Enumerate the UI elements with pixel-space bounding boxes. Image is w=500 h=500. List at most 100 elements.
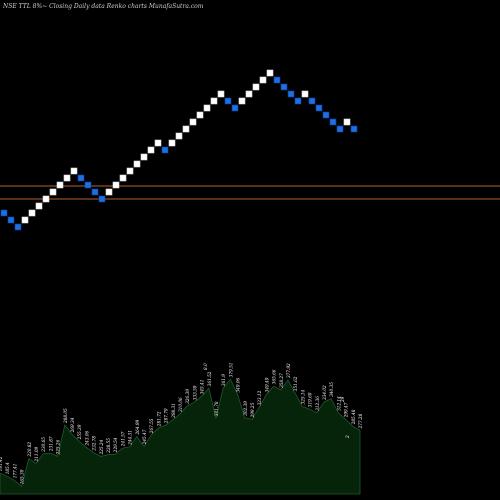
volume-label: 245.47 [142, 429, 147, 445]
volume-label: 361.9 [221, 374, 226, 386]
brick-up [70, 167, 78, 175]
volume-label: 244.31 [128, 430, 133, 446]
volume-label: 255.39 [77, 424, 82, 440]
volume-label: 264.99 [135, 420, 140, 436]
brick-down [224, 97, 232, 105]
brick-up [266, 69, 274, 77]
volume-label: 230.65 [41, 437, 46, 453]
renko-bricks [0, 69, 358, 231]
brick-up [210, 97, 218, 105]
brick-up [126, 167, 134, 175]
volume-label: 334.02 [322, 385, 327, 400]
brick-up [63, 174, 71, 182]
volume-label: 319.69 [308, 392, 313, 407]
volume-label: 312.14 [336, 396, 341, 411]
brick-up [154, 139, 162, 147]
brick-up [140, 153, 148, 161]
brick-down [273, 76, 281, 84]
brick-up [175, 132, 183, 140]
brick-down [308, 97, 316, 105]
volume-label: 287.79 [164, 408, 169, 424]
brick-down [161, 146, 169, 154]
volume-label: 349.49 [264, 377, 269, 392]
brick-down [98, 195, 106, 203]
brick-down [84, 181, 92, 189]
volume-label: 232.78 [92, 436, 97, 452]
volume-label: 365.66 [272, 369, 277, 384]
volume-label: 310.06 [178, 397, 183, 412]
volume-label: 345.41 [200, 380, 205, 395]
volume-label: 281.72 [156, 411, 161, 427]
brick-up [343, 118, 351, 126]
brick-down [231, 104, 239, 112]
volume-label: 340.35 [329, 382, 334, 397]
volume-label: 349.06 [236, 378, 241, 393]
volume-label: 241.57 [120, 431, 125, 447]
brick-up [119, 174, 127, 182]
volume-area [0, 378, 361, 495]
reference-lines [0, 185, 500, 200]
volume-label: 277.28 [358, 413, 363, 429]
brick-down [280, 83, 288, 91]
volume-label: 288.05 [63, 408, 68, 424]
volume-label: 2 [345, 435, 350, 439]
volume-label: 325.14 [300, 389, 305, 404]
volume-label: 333.59 [192, 385, 197, 400]
volume-label: 269.34 [70, 417, 75, 433]
volume-label: 299.25 [250, 402, 255, 418]
volume-label: 361.52 [207, 371, 212, 386]
volume-label: 29 [340, 396, 345, 403]
volume-label: 302.39 [243, 401, 248, 416]
brick-down [287, 90, 295, 98]
brick-up [105, 188, 113, 196]
brick-down [14, 223, 22, 231]
brick-up [28, 209, 36, 217]
brick-up [196, 111, 204, 119]
brick-up [189, 118, 197, 126]
volume-label: 285.48 [351, 409, 356, 425]
volume-label: 323.12 [257, 390, 262, 405]
brick-up [168, 139, 176, 147]
brick-up [56, 181, 64, 189]
volume-label: 358.27 [279, 373, 284, 388]
volume-label: 326.39 [185, 389, 190, 404]
volume-label: 165.39 [20, 469, 25, 484]
volume-label: 299.47 [344, 402, 349, 418]
brick-up [35, 202, 43, 210]
volume-label: 211.09 [34, 447, 39, 463]
brick-down [336, 125, 344, 133]
brick-up [21, 216, 29, 224]
brick-down [322, 111, 330, 119]
brick-up [217, 90, 225, 98]
volume-label: 231.87 [48, 436, 53, 452]
brick-down [7, 216, 15, 224]
brick-down [0, 209, 8, 217]
brick-down [315, 104, 323, 112]
brick-up [42, 195, 50, 203]
volume-label: 177.41 [12, 464, 17, 479]
brick-down [350, 125, 358, 133]
volume-label: 225.24 [99, 439, 104, 455]
volume-label: 301.78 [214, 401, 219, 416]
volume-label: 379.51 [228, 363, 233, 378]
brick-down [77, 174, 85, 182]
volume-labels: 191.42 185.4 177.41 165.39 220.82 211.09230.6… [0, 363, 363, 485]
volume-label: 298.31 [171, 403, 176, 419]
volume-label: 229.54 [113, 437, 118, 453]
brick-down [294, 97, 302, 105]
volume-label: 8.0 [203, 363, 208, 370]
brick-up [301, 90, 309, 98]
brick-up [203, 104, 211, 112]
brick-down [329, 118, 337, 126]
brick-up [245, 90, 253, 98]
brick-up [259, 76, 267, 84]
brick-up [238, 97, 246, 105]
volume-label: 351.62 [293, 376, 298, 391]
brick-up [133, 160, 141, 168]
brick-up [252, 83, 260, 91]
volume-label: 191.42 [0, 456, 3, 471]
volume-label: 267.55 [149, 418, 154, 434]
brick-up [147, 146, 155, 154]
volume-area-shape [0, 378, 361, 495]
